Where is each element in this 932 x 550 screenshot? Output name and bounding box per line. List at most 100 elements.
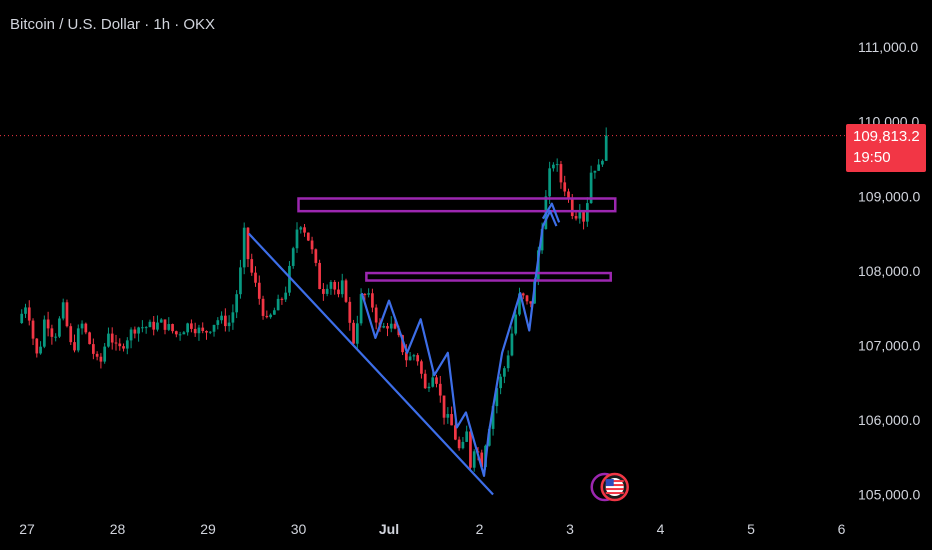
candle-body[interactable] [491, 406, 495, 429]
candle-body[interactable] [182, 332, 186, 335]
candle-body[interactable] [197, 327, 201, 334]
candle-body[interactable] [371, 293, 374, 308]
candle-body[interactable] [284, 292, 288, 300]
candle-body[interactable] [148, 321, 152, 328]
candle-body[interactable] [582, 212, 585, 222]
candle-body[interactable] [393, 323, 397, 329]
candle-body[interactable] [31, 320, 35, 339]
candle-body[interactable] [276, 298, 280, 311]
candle-body[interactable] [510, 333, 514, 356]
candle-body[interactable] [472, 451, 476, 468]
candle-body[interactable] [125, 340, 129, 349]
candle-body[interactable] [442, 395, 446, 418]
candle-body[interactable] [446, 414, 450, 418]
candle-body[interactable] [156, 322, 159, 330]
candle-body[interactable] [389, 323, 393, 329]
candle-body[interactable] [548, 168, 551, 197]
candle-body[interactable] [344, 280, 348, 302]
candle-body[interactable] [431, 377, 435, 387]
candle-body[interactable] [408, 356, 412, 361]
candle-body[interactable] [578, 212, 582, 219]
candle-body[interactable] [73, 342, 76, 351]
candle-body[interactable] [518, 293, 521, 315]
candle-body[interactable] [250, 259, 254, 273]
candle-body[interactable] [404, 352, 408, 361]
candle-body[interactable] [340, 280, 344, 295]
candle-body[interactable] [54, 336, 58, 338]
candle-body[interactable] [352, 322, 355, 344]
candle-body[interactable] [295, 229, 299, 249]
candle-body[interactable] [257, 282, 261, 299]
candle-body[interactable] [374, 307, 378, 323]
candle-body[interactable] [325, 288, 329, 294]
candle-body[interactable] [186, 323, 189, 333]
candle-body[interactable] [337, 289, 340, 295]
falling-channel-line[interactable] [247, 232, 494, 496]
candle-body[interactable] [291, 248, 295, 266]
candle-body[interactable] [27, 307, 31, 321]
event-marker[interactable] [590, 472, 629, 502]
candle-body[interactable] [506, 355, 510, 369]
candle-body[interactable] [589, 172, 593, 204]
candle-body[interactable] [103, 346, 107, 362]
candle-body[interactable] [382, 326, 386, 328]
candle-body[interactable] [242, 227, 246, 268]
candle-body[interactable] [190, 323, 193, 329]
candle-body[interactable] [174, 331, 178, 335]
candle-body[interactable] [178, 334, 182, 336]
candle-body[interactable] [235, 294, 239, 313]
candle-body[interactable] [167, 324, 171, 330]
candle-body[interactable] [329, 281, 333, 289]
candle-body[interactable] [24, 307, 27, 314]
candle-body[interactable] [461, 441, 465, 449]
candle-body[interactable] [193, 328, 197, 334]
us-flag-icon[interactable] [605, 478, 624, 497]
candle-body[interactable] [563, 182, 567, 192]
candle-body[interactable] [480, 452, 484, 468]
candle-body[interactable] [107, 333, 110, 347]
candle-body[interactable] [597, 164, 601, 171]
candle-body[interactable] [231, 312, 235, 323]
candle-body[interactable] [20, 313, 24, 324]
candle-body[interactable] [288, 265, 291, 293]
candle-body[interactable] [503, 368, 506, 377]
candle-body[interactable] [525, 295, 529, 302]
candle-body[interactable] [122, 346, 125, 349]
candle-body[interactable] [39, 346, 42, 354]
candle-body[interactable] [110, 333, 114, 343]
candle-body[interactable] [46, 319, 50, 329]
candle-body[interactable] [280, 298, 284, 300]
candle-body[interactable] [201, 327, 205, 331]
candle-body[interactable] [269, 314, 272, 318]
candle-body[interactable] [401, 335, 404, 353]
candle-body[interactable] [303, 227, 306, 233]
candles-layer[interactable] [20, 127, 608, 472]
candle-body[interactable] [239, 267, 242, 295]
candle-body[interactable] [469, 431, 472, 468]
candle-body[interactable] [450, 414, 453, 426]
candle-body[interactable] [521, 293, 525, 296]
candle-body[interactable] [144, 327, 148, 329]
zones-layer[interactable] [297, 197, 617, 282]
candle-body[interactable] [514, 314, 518, 334]
candle-body[interactable] [465, 431, 469, 442]
candle-body[interactable] [310, 240, 314, 250]
candle-body[interactable] [552, 164, 555, 169]
candle-body[interactable] [314, 249, 318, 263]
candle-body[interactable] [574, 216, 578, 219]
candle-body[interactable] [99, 356, 103, 362]
x-axis[interactable]: 27 28 29 30 Jul 2 3 4 5 6 [19, 521, 845, 537]
candle-body[interactable] [118, 343, 122, 347]
candle-body[interactable] [529, 301, 533, 304]
candle-body[interactable] [50, 328, 54, 337]
candle-body[interactable] [141, 327, 144, 329]
candle-body[interactable] [416, 355, 420, 362]
candle-body[interactable] [65, 302, 69, 327]
candle-body[interactable] [114, 342, 118, 344]
candle-body[interactable] [61, 302, 65, 319]
candle-body[interactable] [152, 321, 156, 330]
candle-body[interactable] [559, 164, 563, 183]
candle-body[interactable] [84, 323, 88, 333]
candle-body[interactable] [555, 164, 559, 166]
